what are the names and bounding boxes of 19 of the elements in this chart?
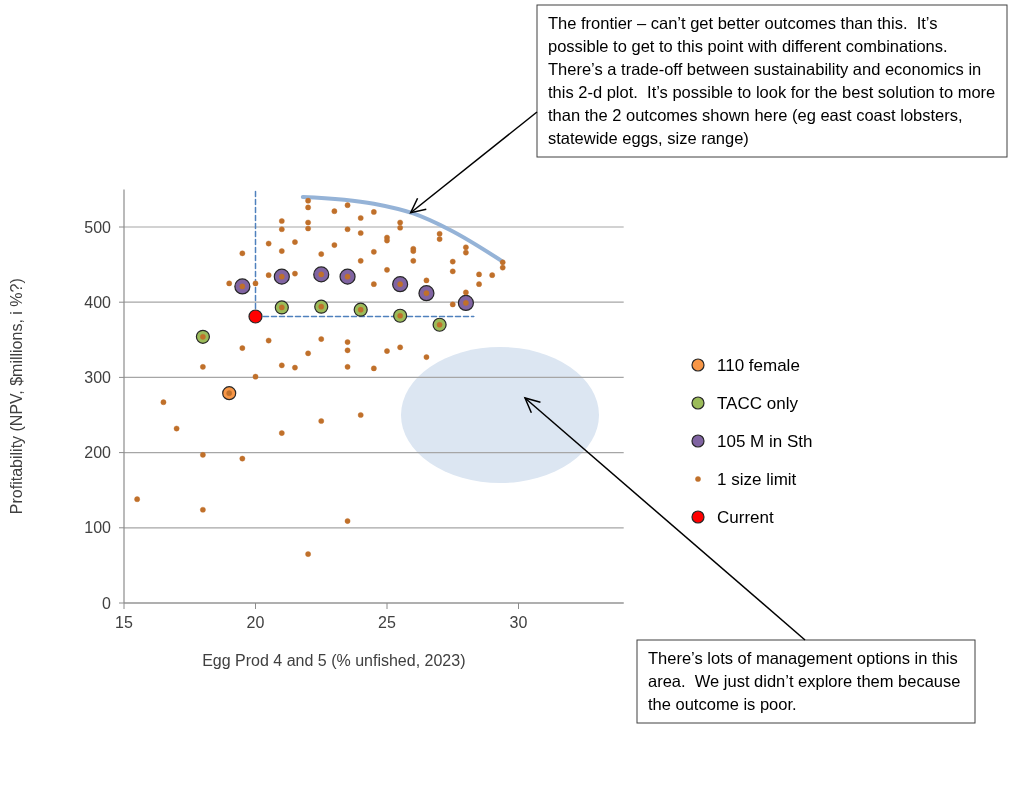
y-axis-title: Profitability (NPV, $millions, i %?) [8,278,25,515]
text: There’s lots of management options in this area. We just didn’t explore them because the outcome is poor. [648,649,961,713]
legend-label: TACC only [717,393,799,413]
annotation: The frontier – can’t get better outcomes than this. It’s possible to get to this point with different combinations. There’s a trade-off between sustainability and economics in this 2-d plot. It’s possible to look for the best solution to more than the 2 outcomes shown here (eg east coast lobsters, statewide eggs, size range) [548,14,996,147]
y-tick-label: 300 [84,369,112,386]
x-tick-label: 25 [378,614,396,631]
x-tick-label: 15 [115,614,133,631]
x-tick-label: 20 [246,614,265,631]
legend-label: Current [717,507,774,527]
y-tick-label: 200 [84,444,112,462]
y-tick-label: 100 [84,519,112,537]
legend-label: 110 female [717,355,800,375]
x-tick-label: 30 [509,614,528,631]
x-axis-title: Egg Prod 4 and 5 (% unfished, 2023) [202,652,466,669]
y-tick-label: 500 [84,218,112,236]
y-tick-label: 400 [84,293,112,311]
y-tick-label: 0 [102,594,112,612]
legend-label: 105 M in Sth [717,431,813,451]
legend-label: 1 size limit [717,469,797,489]
